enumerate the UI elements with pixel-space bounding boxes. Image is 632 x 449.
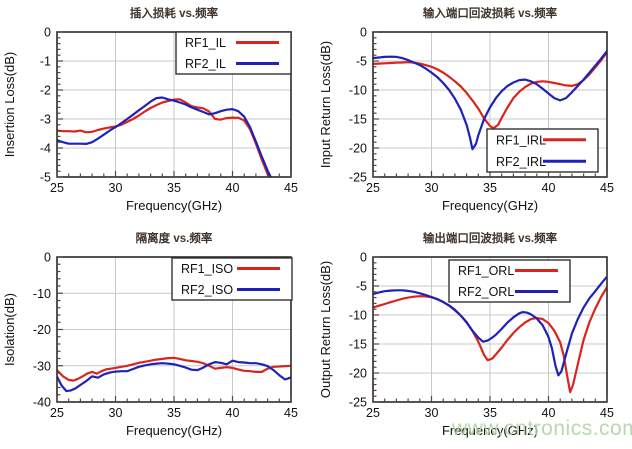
legend-box <box>486 128 599 173</box>
x-tick-label: 35 <box>483 181 497 195</box>
y-tick-label: -20 <box>33 323 51 337</box>
series-RF1_ISO <box>57 356 291 382</box>
legend-label-RF2_ISO: RF2_ISO <box>181 283 233 297</box>
legend-label-RF2_ORL: RF2_ORL <box>458 285 514 299</box>
y-tick-label: -10 <box>33 287 51 301</box>
y-tick-label: -10 <box>349 84 367 98</box>
y-tick-label: -25 <box>349 171 367 185</box>
y-tick-label: -2 <box>40 84 51 98</box>
y-tick-label: -15 <box>349 338 367 352</box>
y-tick-label: -3 <box>40 113 51 127</box>
y-tick-label: 0 <box>44 251 51 265</box>
y-tick-label: -15 <box>349 113 367 127</box>
y-axis-label: Insertion Loss(dB) <box>2 52 17 158</box>
x-tick-label: 40 <box>542 181 556 195</box>
x-tick-label: 35 <box>167 181 181 195</box>
legend-label-RF2_IRL: RF2_IRL <box>496 155 546 169</box>
y-tick-label: -20 <box>349 367 367 381</box>
y-tick-label: 0 <box>360 26 367 40</box>
x-tick-label: 30 <box>109 406 123 420</box>
x-tick-label: 40 <box>226 181 240 195</box>
chart-insertion-loss: 25 30 35 40 45 -5 -4 -3 -2 -1 0 插入损耗 vs.频率 Frequency… <box>0 0 316 224</box>
legend-label-RF1_ORL: RF1_ORL <box>458 264 514 278</box>
x-tick-label: 30 <box>425 181 439 195</box>
series-RF1_ORL <box>373 286 607 394</box>
series-RF2_ISO <box>57 359 291 393</box>
x-tick-label: 45 <box>600 181 614 195</box>
chart-title: 输入端口回波损耗 vs.频率 <box>423 6 558 20</box>
y-axis-label: Isolation(dB) <box>2 293 17 366</box>
x-tick-label: 45 <box>284 406 298 420</box>
chart-input-return-loss: 25 30 35 40 45 -25 -20 -15 -10 -5 0 输入端口回波损耗 vs.频率 F… <box>316 0 632 224</box>
y-tick-label: -5 <box>40 171 51 185</box>
chart-insertion-loss-svg: 25 30 35 40 45 -5 -4 -3 -2 -1 0 插入损耗 vs.频率 Frequency… <box>2 6 298 213</box>
chart-isolation-svg: 25 30 35 40 45 -40 -30 -20 -10 0 隔离度 vs.频率 Frequenc… <box>2 231 298 438</box>
y-tick-label: -20 <box>349 142 367 156</box>
legend-label-RF1_IL: RF1_IL <box>185 36 226 50</box>
x-tick-label: 25 <box>50 181 64 195</box>
y-tick-label: -4 <box>40 142 51 156</box>
x-axis-label: Frequency(GHz) <box>126 198 222 213</box>
chart-input-return-loss-svg: 25 30 35 40 45 -25 -20 -15 -10 -5 0 输入端口回波损耗 vs.频率 F… <box>318 6 614 213</box>
y-tick-label: -25 <box>349 396 367 410</box>
legend-box <box>175 31 292 75</box>
legend-label-RF1_IRL: RF1_IRL <box>496 133 546 147</box>
chart-isolation: 25 30 35 40 45 -40 -30 -20 -10 0 隔离度 vs.频率 Frequenc… <box>0 225 316 449</box>
legend-label-RF2_IL: RF2_IL <box>185 57 226 71</box>
legend-box <box>448 259 571 303</box>
x-tick-label: 35 <box>167 406 181 420</box>
series-RF1_IL <box>57 98 270 177</box>
x-axis-label: Frequency(GHz) <box>442 423 538 438</box>
y-tick-label: -30 <box>33 359 51 373</box>
x-tick-label: 25 <box>366 406 380 420</box>
x-tick-label: 25 <box>50 406 64 420</box>
series-RF2_ORL <box>373 275 607 377</box>
series-RF2_IL <box>57 96 272 177</box>
chart-title: 输出端口回波损耗 vs.频率 <box>423 231 558 245</box>
x-tick-label: 35 <box>483 406 497 420</box>
x-tick-label: 40 <box>542 406 556 420</box>
x-tick-label: 30 <box>425 406 439 420</box>
y-tick-label: -5 <box>356 55 367 69</box>
legend-box <box>171 257 293 301</box>
legend-label-RF1_ISO: RF1_ISO <box>181 262 233 276</box>
y-tick-label: 0 <box>44 26 51 40</box>
x-axis-label: Frequency(GHz) <box>126 423 222 438</box>
x-tick-label: 30 <box>109 181 123 195</box>
y-tick-label: 0 <box>360 251 367 265</box>
x-tick-label: 25 <box>366 181 380 195</box>
x-tick-label: 45 <box>284 181 298 195</box>
chart-title: 隔离度 vs.频率 <box>136 231 213 245</box>
series-RF2_IRL <box>373 50 607 151</box>
chart-output-return-loss-svg: 25 30 35 40 45 -25 -20 -15 -10 -5 0 输出端口回波损耗 vs.频率 F… <box>318 231 614 438</box>
y-axis-label: Output Return Loss(dB) <box>318 261 333 398</box>
x-tick-label: 40 <box>226 406 240 420</box>
y-tick-label: -10 <box>349 309 367 323</box>
chart-title: 插入损耗 vs.频率 <box>130 6 219 20</box>
chart-output-return-loss: 25 30 35 40 45 -25 -20 -15 -10 -5 0 输出端口回波损耗 vs.频率 F… <box>316 225 632 449</box>
x-tick-label: 45 <box>600 406 614 420</box>
x-axis-label: Frequency(GHz) <box>442 198 538 213</box>
y-tick-label: -40 <box>33 396 51 410</box>
y-axis-label: Input Return Loss(dB) <box>318 41 333 168</box>
y-tick-label: -1 <box>40 55 51 69</box>
y-tick-label: -5 <box>356 280 367 294</box>
